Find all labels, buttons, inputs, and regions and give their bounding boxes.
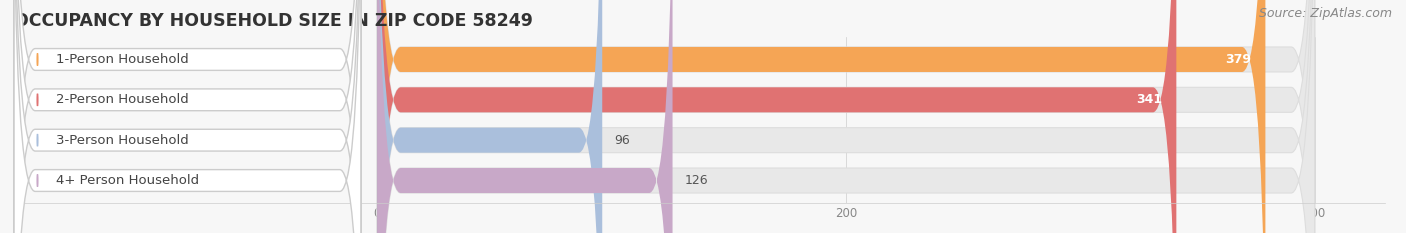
FancyBboxPatch shape xyxy=(377,0,1265,233)
FancyBboxPatch shape xyxy=(377,0,1315,233)
FancyBboxPatch shape xyxy=(377,0,602,233)
Text: 1-Person Household: 1-Person Household xyxy=(56,53,188,66)
Text: 379: 379 xyxy=(1226,53,1251,66)
FancyBboxPatch shape xyxy=(377,0,1177,233)
FancyBboxPatch shape xyxy=(377,0,672,233)
FancyBboxPatch shape xyxy=(377,0,1315,233)
FancyBboxPatch shape xyxy=(377,0,1315,233)
Text: OCCUPANCY BY HOUSEHOLD SIZE IN ZIP CODE 58249: OCCUPANCY BY HOUSEHOLD SIZE IN ZIP CODE … xyxy=(14,12,533,30)
Text: 3-Person Household: 3-Person Household xyxy=(56,134,188,147)
Text: 2-Person Household: 2-Person Household xyxy=(56,93,188,106)
FancyBboxPatch shape xyxy=(14,0,361,233)
FancyBboxPatch shape xyxy=(14,0,361,233)
Text: 4+ Person Household: 4+ Person Household xyxy=(56,174,200,187)
Text: Source: ZipAtlas.com: Source: ZipAtlas.com xyxy=(1258,7,1392,20)
FancyBboxPatch shape xyxy=(14,0,361,233)
Text: 341: 341 xyxy=(1136,93,1163,106)
FancyBboxPatch shape xyxy=(14,0,361,233)
Text: 126: 126 xyxy=(685,174,707,187)
FancyBboxPatch shape xyxy=(377,0,1315,233)
Text: 96: 96 xyxy=(614,134,630,147)
